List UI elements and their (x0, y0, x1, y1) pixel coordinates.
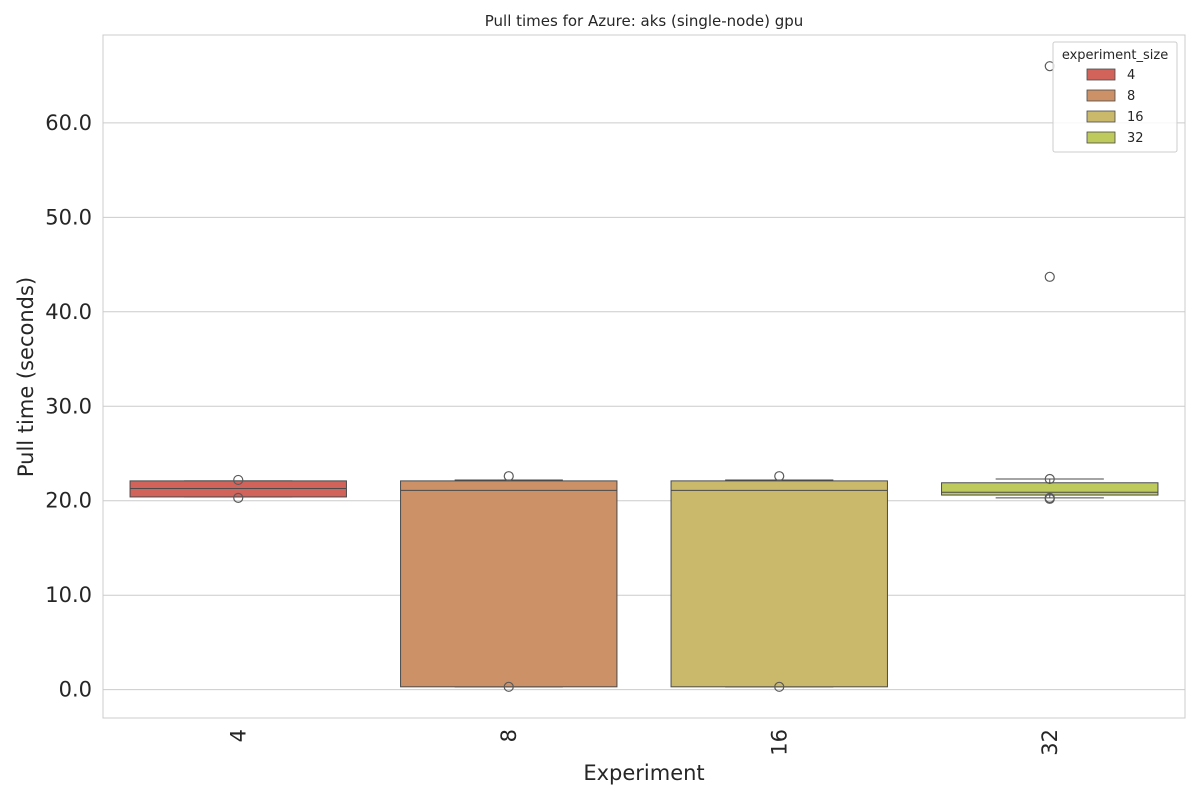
y-axis-label: Pull time (seconds) (14, 277, 38, 477)
box-group (670, 471, 888, 692)
legend-item: 8 (1086, 89, 1135, 104)
legend-label: 4 (1127, 68, 1135, 83)
outlier-point (774, 471, 785, 482)
outlier-point (503, 471, 514, 482)
outlier-point (233, 492, 244, 503)
y-tick-label: 10.0 (45, 583, 92, 607)
y-tick-label: 20.0 (45, 489, 92, 513)
outlier-point (774, 681, 785, 692)
legend-swatch (1086, 110, 1116, 123)
boxes (129, 61, 1159, 692)
gridlines (103, 122, 1185, 691)
outlier-point (1044, 493, 1055, 504)
y-tick-labels: 0.0 10.0 20.0 30.0 40.0 50.0 60.0 (45, 111, 92, 702)
x-tick-labels: 4 8 16 32 (226, 729, 1062, 756)
y-tick-label: 30.0 (45, 394, 92, 418)
legend: experiment_size 4 8 16 32 (1052, 41, 1178, 153)
legend-item: 16 (1086, 110, 1144, 125)
legend-title: experiment_size (1062, 48, 1168, 63)
chart-title: Pull times for Azure: aks (single-node) … (485, 12, 804, 30)
x-tick-label: 16 (767, 729, 791, 756)
y-tick-label: 60.0 (45, 111, 92, 135)
box-group (129, 474, 347, 503)
legend-item: 4 (1086, 68, 1135, 83)
y-tick-label: 0.0 (59, 678, 92, 702)
outlier-point (233, 474, 244, 486)
legend-swatch (1086, 68, 1116, 81)
outlier-point (1044, 473, 1055, 485)
box (400, 480, 618, 688)
x-tick-label: 32 (1038, 729, 1062, 756)
legend-swatch (1086, 131, 1116, 144)
x-tick-label: 4 (226, 729, 250, 742)
legend-label: 8 (1127, 89, 1135, 104)
legend-label: 16 (1127, 110, 1144, 125)
x-axis-label: Experiment (583, 761, 704, 785)
box (670, 480, 888, 688)
y-tick-label: 50.0 (45, 205, 92, 229)
outlier-point (503, 681, 514, 692)
box-group (400, 471, 618, 692)
plot-frame (102, 34, 1186, 719)
y-tick-label: 40.0 (45, 300, 92, 324)
outlier-point (1044, 271, 1055, 282)
legend-swatch (1086, 89, 1116, 102)
x-tick-label: 8 (497, 729, 521, 742)
legend-item: 32 (1086, 131, 1144, 146)
box-group (941, 61, 1159, 504)
legend-label: 32 (1127, 131, 1144, 146)
